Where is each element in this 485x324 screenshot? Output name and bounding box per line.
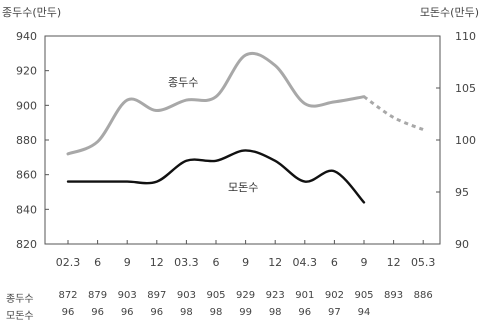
y-left-tick-label: 940 [16,30,37,43]
series-layer [66,51,424,204]
y-right-tick-label: 110 [455,30,476,43]
table-cell: 96 [61,307,75,318]
y-right-tick-label: 100 [455,134,476,147]
y-axis-left-title: 종두수(만두) [2,6,62,19]
y-right-tick-label: 105 [455,82,476,95]
x-tick-label: 03.3 [174,256,199,269]
y-left-tick-label: 900 [16,99,37,112]
table-cell: 923 [265,290,285,301]
y-axis-left: 940 920 900 880 860 840 820 [16,30,49,251]
table-cell: 98 [209,307,223,318]
series-line-sows [66,149,366,204]
y-left-tick-label: 840 [16,203,37,216]
table-cell: 905 [206,290,226,301]
table-cell: 872 [58,290,78,301]
x-tick-label: 02.3 [56,256,81,269]
x-tick-label: 6 [213,256,220,269]
y-left-tick-label: 820 [16,238,37,251]
series-label-sows: 모돈수 [228,181,258,194]
table-cell: 98 [268,307,282,318]
table-row-label: 종두수 [6,294,34,305]
table-cell: 99 [239,307,252,318]
table-cell: 903 [117,290,137,301]
y-left-tick-label: 860 [16,169,37,182]
table-cell: 902 [324,290,344,301]
x-tick-label: 12 [387,256,401,269]
x-tick-label: 9 [361,256,368,269]
y-axis-right-title: 모돈수(만두) [419,6,479,19]
table-cell: 96 [150,307,164,318]
x-tick-label: 6 [94,256,101,269]
x-axis: 02.3 6 9 12 03.3 6 9 12 04.3 6 9 12 05.3 [56,240,436,269]
x-tick-label: 12 [150,256,164,269]
table-cell: 897 [147,290,167,301]
table-cell: 94 [357,307,371,318]
table-cell: 893 [384,290,404,301]
table-cell: 97 [328,307,341,318]
series-line-total [66,51,366,156]
y-right-tick-label: 90 [455,238,469,251]
series-label-total: 종두수 [168,76,198,89]
x-tick-label: 12 [268,256,282,269]
y-left-tick-label: 920 [16,65,37,78]
y-right-tick-label: 95 [455,186,469,199]
table-cell: 929 [236,290,256,301]
y-left-tick-label: 880 [16,134,37,147]
series-line-total-forecast [363,95,424,131]
table-cell: 879 [88,290,108,301]
plot-frame [44,35,441,245]
table-cell: 905 [354,290,374,301]
table-cell: 903 [176,290,196,301]
table-cell: 96 [91,307,104,318]
x-tick-label: 9 [242,256,249,269]
x-tick-label: 05.3 [411,256,436,269]
x-tick-label: 9 [124,256,131,269]
table-row-label: 모돈수 [6,311,34,322]
table-cell: 96 [120,307,134,318]
x-tick-label: 04.3 [293,256,318,269]
table-cell: 96 [298,307,312,318]
table-cell: 98 [180,307,193,318]
table-cell: 886 [413,290,433,301]
table-cell: 901 [295,290,315,301]
y-axis-right: 110 105 100 95 90 [436,30,476,251]
x-tick-label: 6 [331,256,338,269]
